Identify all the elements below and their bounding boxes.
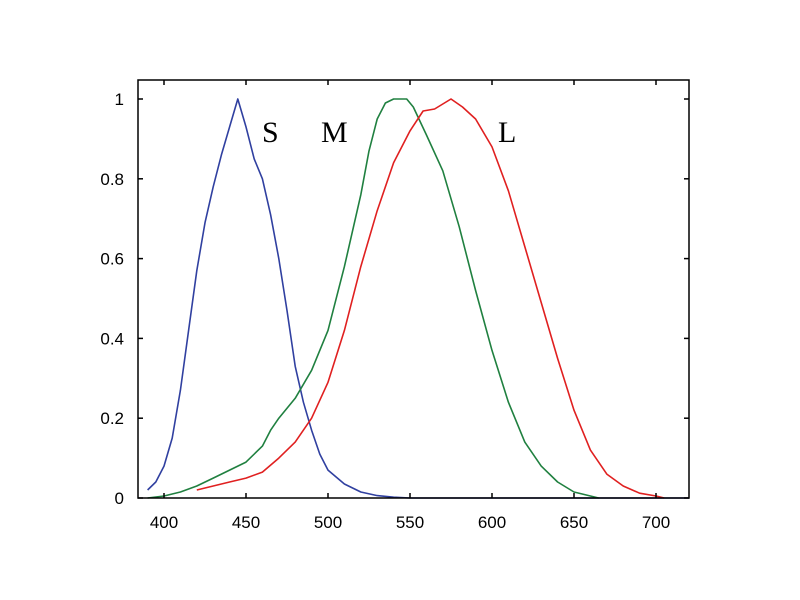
curve-m [147, 98, 599, 499]
y-tick-label: 0.4 [100, 329, 124, 348]
curve-l [196, 98, 665, 499]
y-tick-label: 0 [115, 489, 124, 508]
curves-layer [147, 98, 689, 499]
x-tick-label: 400 [150, 513, 178, 532]
x-axis: 400 450 500 550 600 650 700 [150, 80, 670, 532]
y-tick-label: 0.6 [100, 250, 124, 269]
curve-s [147, 98, 689, 499]
curve-label-s: S [262, 116, 279, 149]
curve-label-l: L [498, 116, 516, 149]
y-axis: 0 0.2 0.4 0.6 0.8 1 [100, 90, 689, 508]
curve-labels: S M L [262, 116, 516, 149]
plot-frame [137, 79, 690, 499]
x-tick-label: 650 [560, 513, 588, 532]
y-tick-label: 1 [115, 90, 124, 109]
y-tick-label: 0.8 [100, 170, 124, 189]
x-tick-label: 700 [642, 513, 670, 532]
y-tick-label: 0.2 [100, 409, 124, 428]
x-tick-label: 600 [478, 513, 506, 532]
x-tick-label: 500 [314, 513, 342, 532]
x-tick-label: 550 [396, 513, 424, 532]
x-tick-label: 450 [232, 513, 260, 532]
curve-label-m: M [321, 116, 348, 149]
